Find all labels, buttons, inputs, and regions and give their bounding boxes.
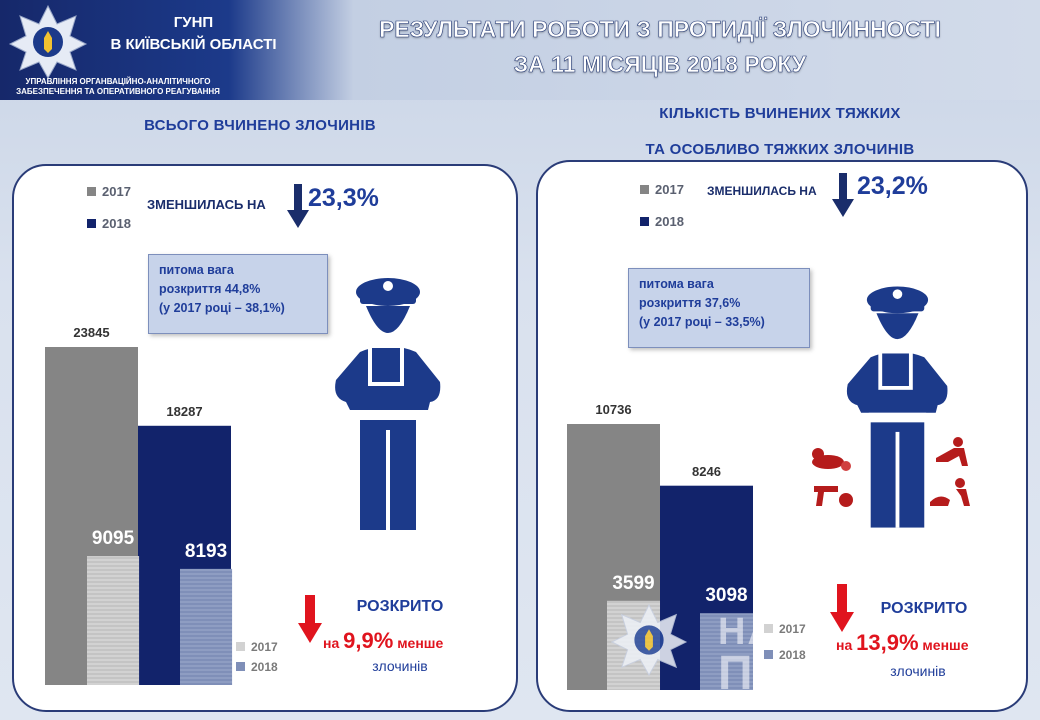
org-name: ГУНП В КИЇВСЬКІЙ ОБЛАСТІ	[96, 12, 291, 56]
right-solved-2017-label: 3599	[612, 572, 655, 594]
left-solved-sub: злочинів	[372, 658, 428, 674]
right-info-line2: розкриття 37,6%	[639, 296, 741, 310]
right-decrease-arrow-icon	[832, 173, 854, 217]
right-legend-2018: 2018	[640, 214, 684, 229]
org-department-line2: ЗАБЕЗПЕЧЕННЯ ТА ОПЕРАТИВНОГО РЕАГУВАННЯ	[16, 87, 220, 96]
weapons-icon	[814, 486, 853, 507]
right-decrease-label: ЗМЕНШИЛАСЬ НА	[707, 184, 817, 198]
police-officer-icon	[335, 278, 441, 530]
murder-icon	[812, 448, 851, 471]
right-bar-2017-label: 10736	[595, 402, 632, 417]
left-info-box: питома вага розкриття 44,8% (у 2017 році…	[148, 254, 328, 334]
right-solved-legend-2018: 2018	[764, 648, 806, 662]
left-decrease-value: 23,3%	[308, 184, 379, 212]
right-solved-legend-2017: 2017	[764, 622, 806, 636]
right-panel-title-line1: КІЛЬКІСТЬ ВЧИНЕНИХ ТЯЖКИХ	[659, 105, 901, 122]
page-title-line1: РЕЗУЛЬТАТИ РОБОТИ З ПРОТИДІЇ ЗЛОЧИННОСТІ	[379, 16, 941, 43]
left-solved-arrow-icon	[298, 595, 322, 643]
right-panel-title-line2: ТА ОСОБЛИВО ТЯЖКИХ ЗЛОЧИНІВ	[645, 141, 915, 158]
header-band	[0, 0, 1040, 100]
right-bar-2018-label: 8246	[692, 463, 721, 479]
left-solved-line: на 9,9% менше	[323, 628, 444, 653]
right-info-box: питома вага розкриття 37,6% (у 2017 році…	[628, 268, 810, 348]
left-solved-title: РОЗКРИТО	[356, 598, 444, 615]
left-info-line3: (у 2017 році – 38,1%)	[159, 301, 285, 315]
police-star-watermark-icon	[610, 603, 688, 677]
left-solved-2018-label: 8193	[184, 540, 228, 562]
assault-icon	[936, 437, 968, 466]
right-solved-2018-label: 3098	[705, 585, 748, 607]
left-legend-2018: 2018	[87, 216, 131, 231]
org-department-line1: УПРАВЛІННЯ ОРГАНВАЦІЙНО-АНАЛІТИЧНОГО	[25, 77, 211, 86]
bar-solved-2018	[180, 568, 233, 685]
org-name-line2: В КИЇВСЬКІЙ ОБЛАСТІ	[110, 36, 277, 53]
left-legend-2017: 2017	[87, 184, 131, 199]
watermark-line2: ПОЛІЦІЯ	[718, 647, 933, 700]
left-solved-legend-2017: 2017	[236, 640, 278, 654]
right-solved-title: РОЗКРИТО	[880, 600, 968, 617]
right-solved-arrow-icon	[830, 584, 854, 632]
left-bar-2017-label: 23845	[73, 325, 110, 340]
right-decrease-value: 23,2%	[857, 172, 928, 200]
left-solved-legend-2018: 2018	[236, 660, 278, 674]
right-info-line3: (у 2017 році – 33,5%)	[639, 315, 765, 329]
left-solved-2017-label: 9095	[91, 528, 135, 550]
page-title: РЕЗУЛЬТАТИ РОБОТИ З ПРОТИДІЇ ЗЛОЧИННОСТІ…	[300, 12, 1020, 82]
left-info-line1: питома вага	[159, 263, 234, 277]
page-title-line2: ЗА 11 МІСЯЦІВ 2018 РОКУ	[513, 51, 807, 78]
left-bar-2018-label: 18287	[166, 403, 203, 419]
left-info-line2: розкриття 44,8%	[159, 282, 261, 296]
robbery-icon	[930, 478, 970, 506]
police-star-emblem-icon	[8, 4, 88, 80]
police-officer-icon	[846, 286, 948, 528]
bar-solved-2018	[700, 613, 754, 690]
right-info-line1: питома вага	[639, 277, 714, 291]
right-solved-line: на 13,9% менше	[836, 630, 969, 655]
org-department: УПРАВЛІННЯ ОРГАНВАЦІЙНО-АНАЛІТИЧНОГО ЗАБ…	[0, 77, 236, 97]
right-solved-sub: злочинів	[890, 663, 946, 679]
left-bar-chart	[45, 347, 233, 685]
org-name-line1: ГУНП	[173, 14, 214, 31]
bar-solved-2017	[87, 556, 140, 685]
right-legend-2017: 2017	[640, 182, 684, 197]
left-decrease-label: ЗМЕНШИЛАСЬ НА	[147, 197, 266, 212]
left-decrease-arrow-icon	[287, 184, 309, 228]
left-panel-title: ВСЬОГО ВЧИНЕНО ЗЛОЧИНІВ	[144, 117, 376, 134]
